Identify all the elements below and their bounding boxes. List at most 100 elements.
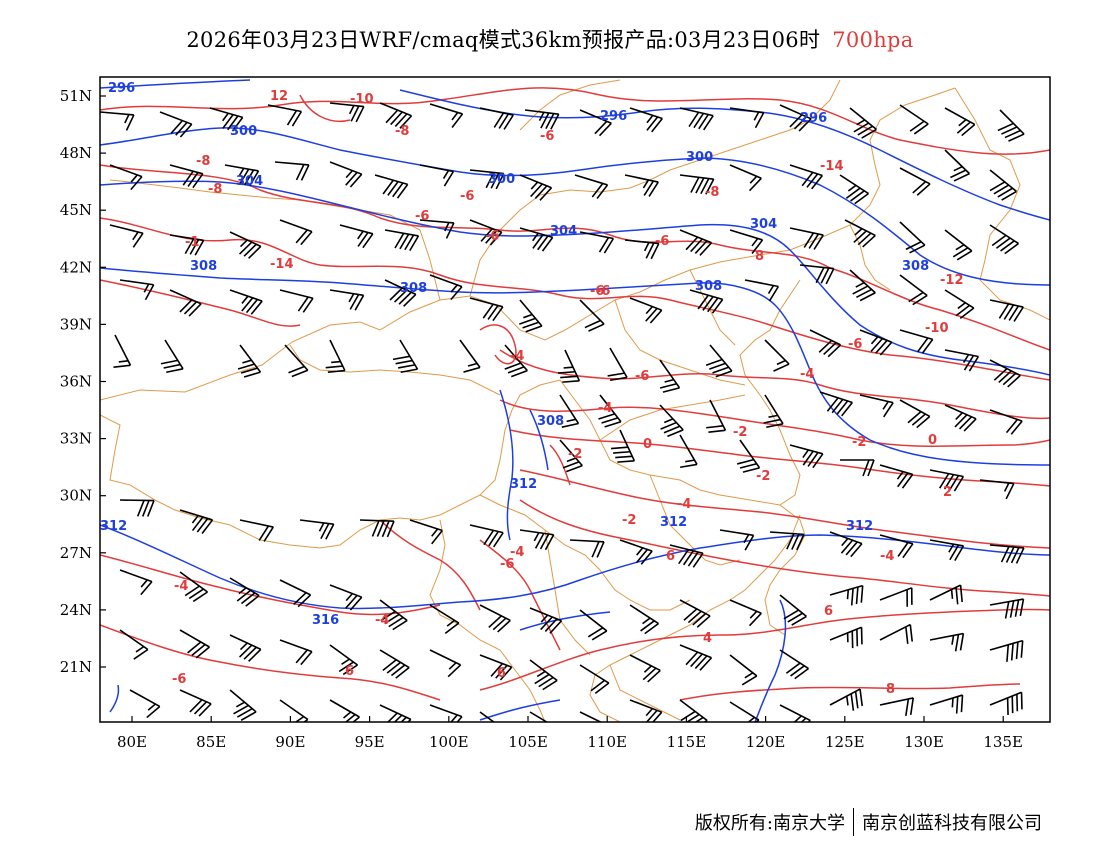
wind-barb (429, 274, 463, 301)
height-label: 312 (846, 519, 873, 534)
temperature-contour (379, 519, 481, 611)
wind-barb (100, 111, 135, 131)
lat-label: 36N (60, 373, 92, 391)
wind-barb (379, 102, 413, 129)
temperature-label: 6 (666, 549, 675, 564)
wind-barb (849, 107, 877, 139)
wind-barb (519, 529, 555, 551)
height-label: 308 (537, 414, 564, 429)
height-label: 308 (695, 279, 722, 294)
lon-label: 110E (587, 733, 627, 751)
wind-barb (769, 531, 805, 551)
wind-barb (729, 229, 764, 254)
temperature-contour (679, 683, 1021, 701)
temperature-label: -2 (852, 435, 866, 450)
temperature-contour (299, 94, 351, 122)
temperature-label: -6 (635, 369, 649, 384)
wind-barb (719, 529, 755, 551)
boundary-line (609, 664, 681, 721)
wind-barb (374, 174, 409, 199)
wind-barb (679, 229, 713, 256)
wind-barb (579, 299, 605, 332)
wind-barb (529, 711, 549, 722)
wind-barb (689, 289, 724, 314)
wind-barb (859, 394, 894, 418)
boundary-line (544, 529, 591, 656)
wind-barb (899, 329, 934, 354)
height-label: 312 (660, 515, 687, 530)
wind-barb (705, 344, 733, 378)
height-label: 300 (686, 150, 713, 165)
wind-barb (879, 587, 913, 607)
height-contour (100, 267, 1050, 466)
temperature-label: 12 (270, 89, 288, 104)
temperature-label: -6 (460, 189, 474, 204)
wind-barb (429, 704, 463, 722)
wind-barb (679, 107, 714, 131)
lon-label: 90E (275, 733, 305, 751)
wind-barb (279, 289, 314, 313)
temperature-contour (100, 164, 1050, 351)
longitude-axis: 80E 85E 90E 95E 100E 105E 110E 115E 120E 125E 130E… (117, 716, 1023, 751)
temperature-label: 4 (703, 631, 712, 646)
wind-barb (119, 279, 155, 301)
wind-barb (209, 107, 244, 132)
wind-barb (160, 339, 184, 374)
wind-barb (944, 229, 973, 261)
wind-barb (989, 169, 1017, 201)
wind-barb (929, 584, 963, 605)
wind-barb (409, 519, 443, 545)
wind-barb (329, 699, 360, 722)
wind-barb (929, 694, 964, 714)
wind-barb (169, 234, 205, 256)
wind-barb (479, 107, 514, 130)
copyright-text: 版权所有:南京大学 (694, 813, 845, 834)
temperature-label: 6 (345, 664, 354, 679)
lon-label: 120E (746, 733, 786, 751)
wind-barb (339, 224, 374, 249)
wind-barb (429, 103, 464, 128)
wind-barb (944, 404, 977, 432)
temperature-contour (479, 324, 517, 365)
wind-barb (989, 639, 1024, 662)
temperature-label: -4 (598, 401, 612, 416)
wind-barb (558, 349, 581, 383)
wind-barb (579, 231, 615, 254)
wind-barb (284, 344, 309, 378)
wind-barb (809, 329, 842, 358)
wind-barb (989, 544, 1025, 564)
wind-barb (109, 164, 143, 191)
lat-label: 24N (60, 601, 92, 619)
temperature-contour (549, 444, 571, 486)
temperature-label: 0 (643, 437, 652, 452)
wind-barb (879, 534, 914, 559)
temperature-label: 8 (886, 682, 895, 697)
height-label: 312 (510, 477, 537, 492)
boundary-line (954, 87, 1050, 321)
wind-barb (779, 594, 807, 626)
lat-label: 51N (60, 87, 92, 105)
lat-label: 42N (60, 258, 92, 276)
wind-barb (619, 539, 653, 565)
wind-barb (829, 531, 863, 558)
wind-barb (469, 169, 505, 190)
wind-barb (659, 359, 681, 393)
wind-barb (629, 654, 661, 683)
wind-barb (169, 164, 204, 189)
temperature-label: -2 (622, 513, 636, 528)
wind-barb (879, 623, 914, 644)
wind-barb (944, 289, 975, 320)
lat-label: 33N (60, 430, 92, 448)
lat-label: 30N (60, 487, 92, 505)
wind-barb (274, 161, 310, 181)
height-label: 300 (488, 172, 515, 187)
wind-barb (384, 279, 417, 307)
wind-barb (469, 524, 504, 548)
wind-barb (359, 519, 395, 538)
wind-barb (819, 391, 853, 417)
wind-barb (679, 644, 713, 671)
height-contour (100, 127, 1050, 286)
height-contour (100, 79, 251, 89)
wind-barb (229, 634, 262, 662)
temperature-contour (499, 399, 1050, 447)
